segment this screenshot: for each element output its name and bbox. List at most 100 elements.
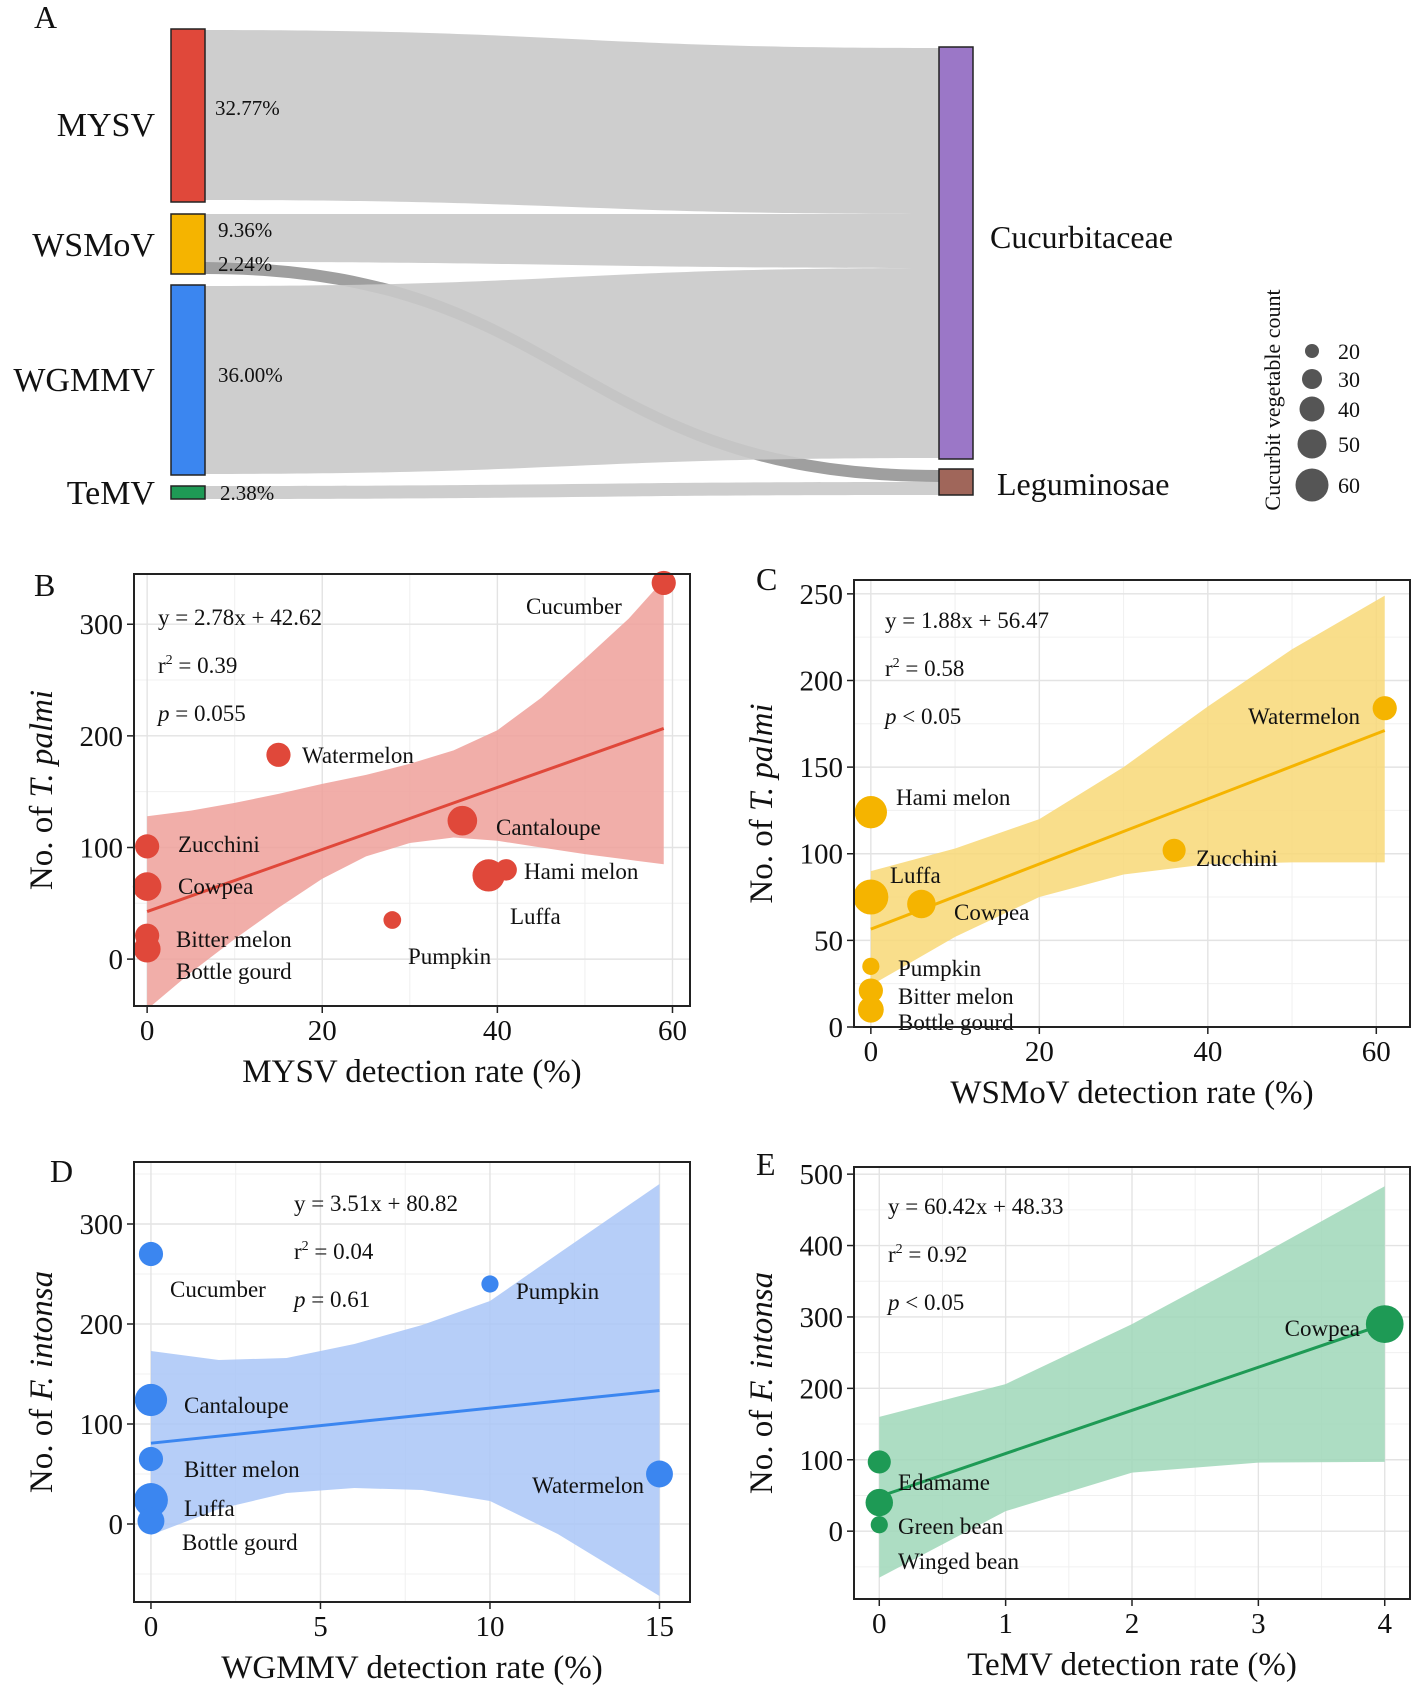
point-label-green-bean: Green bean xyxy=(898,1514,1004,1539)
point-label-luffa: Luffa xyxy=(184,1496,235,1521)
size-legend-dot xyxy=(1305,344,1319,358)
size-legend: Cucurbit vegetable count 20 30 40 50 60 xyxy=(1260,289,1360,510)
plot-border xyxy=(853,579,1411,1028)
regression-equation: y = 3.51x + 80.82 xyxy=(294,1191,458,1216)
y-tick-label: 100 xyxy=(80,1409,124,1441)
sankey-node-wgmmv xyxy=(170,284,206,476)
x-tick-label: 3 xyxy=(1251,1608,1266,1640)
data-point-pumpkin xyxy=(481,1275,499,1293)
y-axis-label-prefix: No. of xyxy=(24,1401,60,1494)
x-axis-label: WGMMV detection rate (%) xyxy=(221,1650,603,1686)
y-tick-label: 0 xyxy=(109,944,124,976)
y-axis-label: No. of T. palmi xyxy=(24,690,60,890)
y-tick-label: 200 xyxy=(80,1309,124,1341)
y-tick-label: 100 xyxy=(800,1445,844,1477)
p-value-symbol: p xyxy=(156,701,170,726)
data-point-bottle-gourd xyxy=(133,935,161,963)
data-point-winged-bean xyxy=(870,1516,888,1534)
point-label-zucchini: Zucchini xyxy=(178,832,260,857)
point-label-watermelon: Watermelon xyxy=(532,1473,644,1498)
y-tick-label: 100 xyxy=(800,839,844,871)
p-value: p < 0.05 xyxy=(886,1290,964,1315)
size-legend-dot xyxy=(1302,369,1322,389)
sankey-flow-wgmmv-to-cucurbitaceae xyxy=(205,268,939,474)
sankey-flow-percent-label: 2.38% xyxy=(220,481,274,505)
p-value: p = 0.055 xyxy=(156,701,246,726)
p-value-value: < 0.05 xyxy=(897,704,962,729)
size-legend-value: 30 xyxy=(1338,367,1360,392)
regression-line xyxy=(150,1389,660,1445)
data-point-luffa xyxy=(133,1483,168,1517)
panel-a-sankey: A MYSV WSMoV WGMMV TeMV Cucurbitaceae Legumino… xyxy=(13,0,1360,512)
p-value-value: = 0.055 xyxy=(170,701,246,726)
r-squared-exponent: 2 xyxy=(896,1242,903,1257)
x-tick-label: 5 xyxy=(313,1611,328,1643)
r-squared-value: = 0.92 xyxy=(903,1242,968,1267)
y-tick-label: 150 xyxy=(800,752,844,784)
point-label-cowpea: Cowpea xyxy=(178,874,253,899)
p-value-symbol: p xyxy=(292,1287,306,1312)
panel-letter-d: D xyxy=(50,1153,73,1189)
y-axis-label-species: F. intonsa xyxy=(744,1272,780,1403)
data-point-cucumber xyxy=(138,1241,164,1267)
point-label-bitter-melon: Bitter melon xyxy=(898,984,1014,1009)
y-tick-label: 0 xyxy=(829,1516,844,1548)
panel-letter-a: A xyxy=(34,0,57,35)
p-value-value: < 0.05 xyxy=(900,1290,965,1315)
data-point-zucchini xyxy=(1162,838,1186,862)
r-squared-symbol: r xyxy=(294,1239,302,1264)
sankey-flow-temv-to-leguminosae xyxy=(205,482,939,499)
sankey-flow-mysv-to-cucurbitaceae xyxy=(205,30,939,214)
point-label-cowpea: Cowpea xyxy=(1285,1316,1360,1341)
point-label-hami-melon: Hami melon xyxy=(896,785,1011,810)
point-label-bottle-gourd: Bottle gourd xyxy=(176,959,292,984)
y-axis-label-prefix: No. of xyxy=(744,811,780,904)
p-value: p = 0.61 xyxy=(292,1287,370,1312)
x-tick-label: 0 xyxy=(140,1015,155,1047)
y-axis-label-prefix: No. of xyxy=(744,1402,780,1495)
regression-line xyxy=(870,729,1386,931)
sankey-source-label-wsmov: WSMoV xyxy=(32,227,155,264)
panel-d-scatter: Cucumber Pumpkin Cantaloupe Bitter melon Wat… xyxy=(24,1153,691,1686)
point-label-pumpkin: Pumpkin xyxy=(898,956,982,981)
data-point-cowpea xyxy=(1365,1305,1404,1343)
x-tick-label: 0 xyxy=(144,1611,159,1643)
y-axis-label-prefix: No. of xyxy=(24,798,60,891)
sankey-node-leguminosae xyxy=(938,468,974,496)
y-tick-label: 100 xyxy=(80,832,124,864)
plot-border xyxy=(133,1161,691,1603)
r-squared: r2 = 0.92 xyxy=(888,1242,967,1267)
x-tick-label: 1 xyxy=(998,1608,1013,1640)
p-value-value: = 0.61 xyxy=(306,1287,371,1312)
y-tick-label: 0 xyxy=(109,1509,124,1541)
y-tick-label: 200 xyxy=(80,721,124,753)
sankey-flow-percent-label: 32.77% xyxy=(215,96,280,120)
x-tick-label: 0 xyxy=(864,1036,879,1068)
sankey-source-label-wgmmv: WGMMV xyxy=(13,362,155,399)
data-point-edamame xyxy=(867,1450,891,1474)
sankey-node-mysv xyxy=(170,28,206,203)
data-point-bottle-gourd xyxy=(137,1507,165,1535)
point-label-cantaloupe: Cantaloupe xyxy=(496,815,601,840)
point-label-bottle-gourd: Bottle gourd xyxy=(182,1530,298,1555)
data-point-watermelon xyxy=(646,1460,673,1488)
sankey-source-label-mysv: MYSV xyxy=(57,107,156,144)
point-label-pumpkin: Pumpkin xyxy=(516,1279,600,1304)
size-legend-value: 50 xyxy=(1338,432,1360,457)
y-tick-label: 300 xyxy=(80,1209,124,1241)
y-tick-label: 250 xyxy=(800,579,844,611)
r-squared-symbol: r xyxy=(888,1242,896,1267)
data-point-cantaloupe xyxy=(447,805,478,836)
confidence-band xyxy=(870,595,1385,986)
p-value-symbol: p xyxy=(886,1290,900,1315)
x-axis-label: WSMoV detection rate (%) xyxy=(950,1075,1313,1111)
data-point-cowpea xyxy=(132,872,162,901)
y-tick-label: 200 xyxy=(800,1373,844,1405)
r-squared-exponent: 2 xyxy=(893,656,900,671)
point-label-luffa: Luffa xyxy=(510,904,561,929)
sankey-target-label-leguminosae: Leguminosae xyxy=(997,466,1169,502)
x-tick-label: 40 xyxy=(1193,1036,1222,1068)
y-axis-label-species: T. palmi xyxy=(24,690,60,798)
r-squared-symbol: r xyxy=(885,656,893,681)
point-label-cantaloupe: Cantaloupe xyxy=(184,1393,289,1418)
